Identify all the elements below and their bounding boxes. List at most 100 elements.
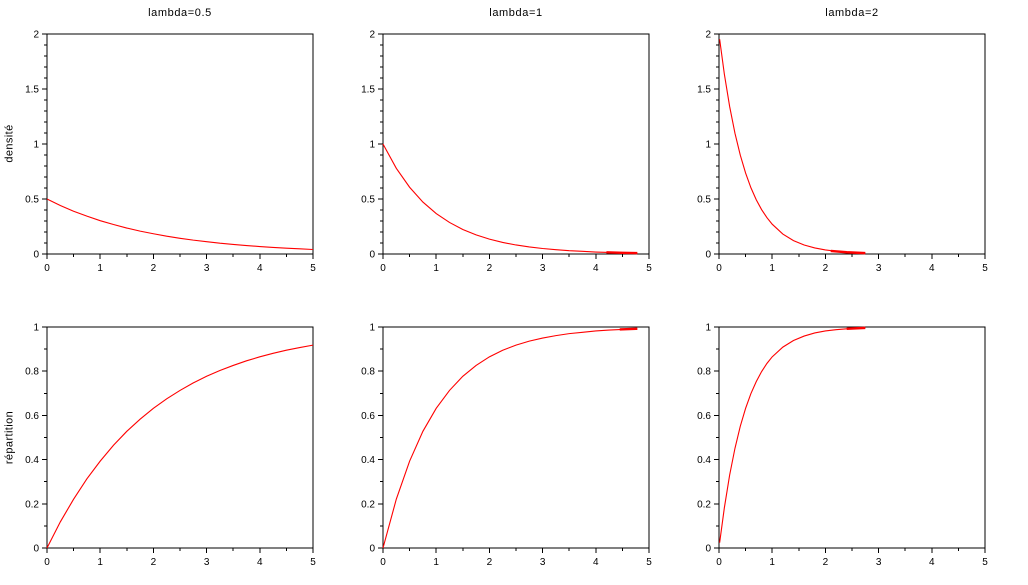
y-tick-label: 2	[369, 30, 375, 41]
y-tick-label: 0.2	[361, 499, 375, 510]
y-tick-label: 0	[705, 250, 711, 261]
x-tick-label: 5	[310, 557, 316, 568]
y-tick-label: 0.2	[697, 499, 711, 510]
x-tick-label: 3	[204, 263, 210, 274]
y-tick-label: 2	[705, 30, 711, 41]
curve-exponential-density-lambda=1	[382, 143, 638, 254]
x-tick-label: 3	[540, 263, 546, 274]
x-tick-label: 5	[982, 557, 988, 568]
curve-tail	[830, 249, 866, 255]
curve-exponential-cdf-lambda=0.5	[46, 344, 314, 549]
y-tick-label: 0	[369, 544, 375, 555]
x-tick-label: 4	[257, 557, 263, 568]
ticks	[714, 326, 986, 553]
x-tick-label: 0	[716, 263, 722, 274]
subplot-title-lambda-0.5: lambda=0.5	[148, 7, 212, 19]
y-tick-label: 0.6	[361, 411, 375, 422]
subplot-3-exponential-cdf-lambda=0.5: 0 1 2 3 4 5 0 0.2 0.4 0.6 0.8 1	[25, 323, 316, 569]
y-tick-label: 1.5	[25, 85, 39, 96]
subplot-4-exponential-cdf-lambda=1: 0 1 2 3 4 5 0 0.2 0.4 0.6 0.8 1	[361, 323, 652, 569]
y-tick-label: 0.6	[25, 411, 39, 422]
x-tick-label: 0	[44, 557, 50, 568]
y-tick-label: 0.5	[361, 195, 375, 206]
ticks	[714, 33, 986, 259]
x-tick-label: 4	[593, 557, 599, 568]
subplot-title-lambda-2: lambda=2	[825, 7, 879, 19]
y-tick-label: 0.4	[25, 455, 39, 466]
x-tick-label: 3	[876, 557, 882, 568]
y-tick-label: 1.5	[361, 85, 375, 96]
curve-tail	[606, 251, 638, 255]
axes-box	[46, 33, 314, 255]
curve-tail	[619, 327, 638, 331]
ticks	[378, 326, 650, 553]
y-tick-label: 0	[33, 544, 39, 555]
x-tick-label: 3	[876, 263, 882, 274]
y-tick-label: 0.8	[697, 367, 711, 378]
y-tick-label: 0.6	[697, 411, 711, 422]
curve-exponential-density-lambda=2	[719, 39, 866, 254]
subplot-0-exponential-density-lambda=0.5: 0 1 2 3 4 5 0 0.5 1 1.5 2	[25, 30, 316, 275]
subplot-1-exponential-density-lambda=1: 0 1 2 3 4 5 0 0.5 1 1.5 2	[361, 30, 652, 275]
y-tick-label: 1	[33, 323, 39, 334]
y-tick-label: 0.8	[25, 367, 39, 378]
axes-box	[718, 326, 986, 549]
axes-box	[382, 326, 650, 549]
x-tick-label: 4	[929, 263, 935, 274]
x-tick-label: 0	[716, 557, 722, 568]
x-tick-label: 2	[487, 557, 493, 568]
x-tick-label: 2	[487, 263, 493, 274]
x-tick-label: 3	[540, 557, 546, 568]
x-tick-label: 5	[982, 263, 988, 274]
y-tick-label: 1	[705, 323, 711, 334]
x-tick-label: 0	[380, 557, 386, 568]
y-tick-label: 1.5	[697, 85, 711, 96]
x-tick-label: 4	[929, 557, 935, 568]
x-tick-label: 5	[310, 263, 316, 274]
x-tick-label: 1	[97, 557, 103, 568]
y-tick-label: 0.4	[697, 455, 711, 466]
ticks	[378, 33, 650, 259]
y-tick-label: 0	[705, 544, 711, 555]
curve-exponential-cdf-lambda=1	[382, 328, 638, 549]
curve-tail	[846, 326, 866, 330]
curve-exponential-density-lambda=0.5	[46, 198, 314, 251]
subplot-2-exponential-density-lambda=2: 0 1 2 3 4 5 0 0.5 1 1.5 2	[697, 30, 988, 275]
x-tick-label: 5	[646, 263, 652, 274]
y-tick-label: 0.2	[25, 499, 39, 510]
ticks	[42, 326, 314, 553]
axes-box	[382, 33, 650, 255]
y-tick-label: 1	[369, 140, 375, 151]
x-tick-label: 1	[433, 557, 439, 568]
y-axis-label-repartition: répartition	[3, 410, 16, 465]
y-tick-label: 0.5	[697, 195, 711, 206]
subplot-5-exponential-cdf-lambda=2: 0 1 2 3 4 5 0 0.2 0.4 0.6 0.8 1	[697, 323, 988, 569]
x-tick-label: 1	[769, 263, 775, 274]
y-tick-label: 1	[369, 323, 375, 334]
y-tick-label: 2	[33, 30, 39, 41]
x-tick-label: 0	[380, 263, 386, 274]
x-tick-label: 1	[433, 263, 439, 274]
x-tick-label: 2	[151, 263, 157, 274]
y-axis-label-densite: densité	[3, 124, 16, 163]
curve-exponential-cdf-lambda=2	[719, 327, 866, 543]
x-tick-label: 1	[769, 557, 775, 568]
axes-box	[46, 326, 314, 549]
y-tick-label: 0	[369, 250, 375, 261]
x-tick-label: 2	[823, 557, 829, 568]
y-tick-label: 1	[705, 140, 711, 151]
x-tick-label: 5	[646, 557, 652, 568]
y-tick-label: 0	[33, 250, 39, 261]
ticks	[42, 33, 314, 259]
x-tick-label: 2	[823, 263, 829, 274]
y-tick-label: 0.5	[25, 195, 39, 206]
x-tick-label: 3	[204, 557, 210, 568]
x-tick-label: 0	[44, 263, 50, 274]
subplot-title-lambda-1: lambda=1	[489, 7, 543, 19]
y-tick-label: 0.8	[361, 367, 375, 378]
x-tick-label: 2	[151, 557, 157, 568]
y-tick-label: 1	[33, 140, 39, 151]
x-tick-label: 4	[257, 263, 263, 274]
